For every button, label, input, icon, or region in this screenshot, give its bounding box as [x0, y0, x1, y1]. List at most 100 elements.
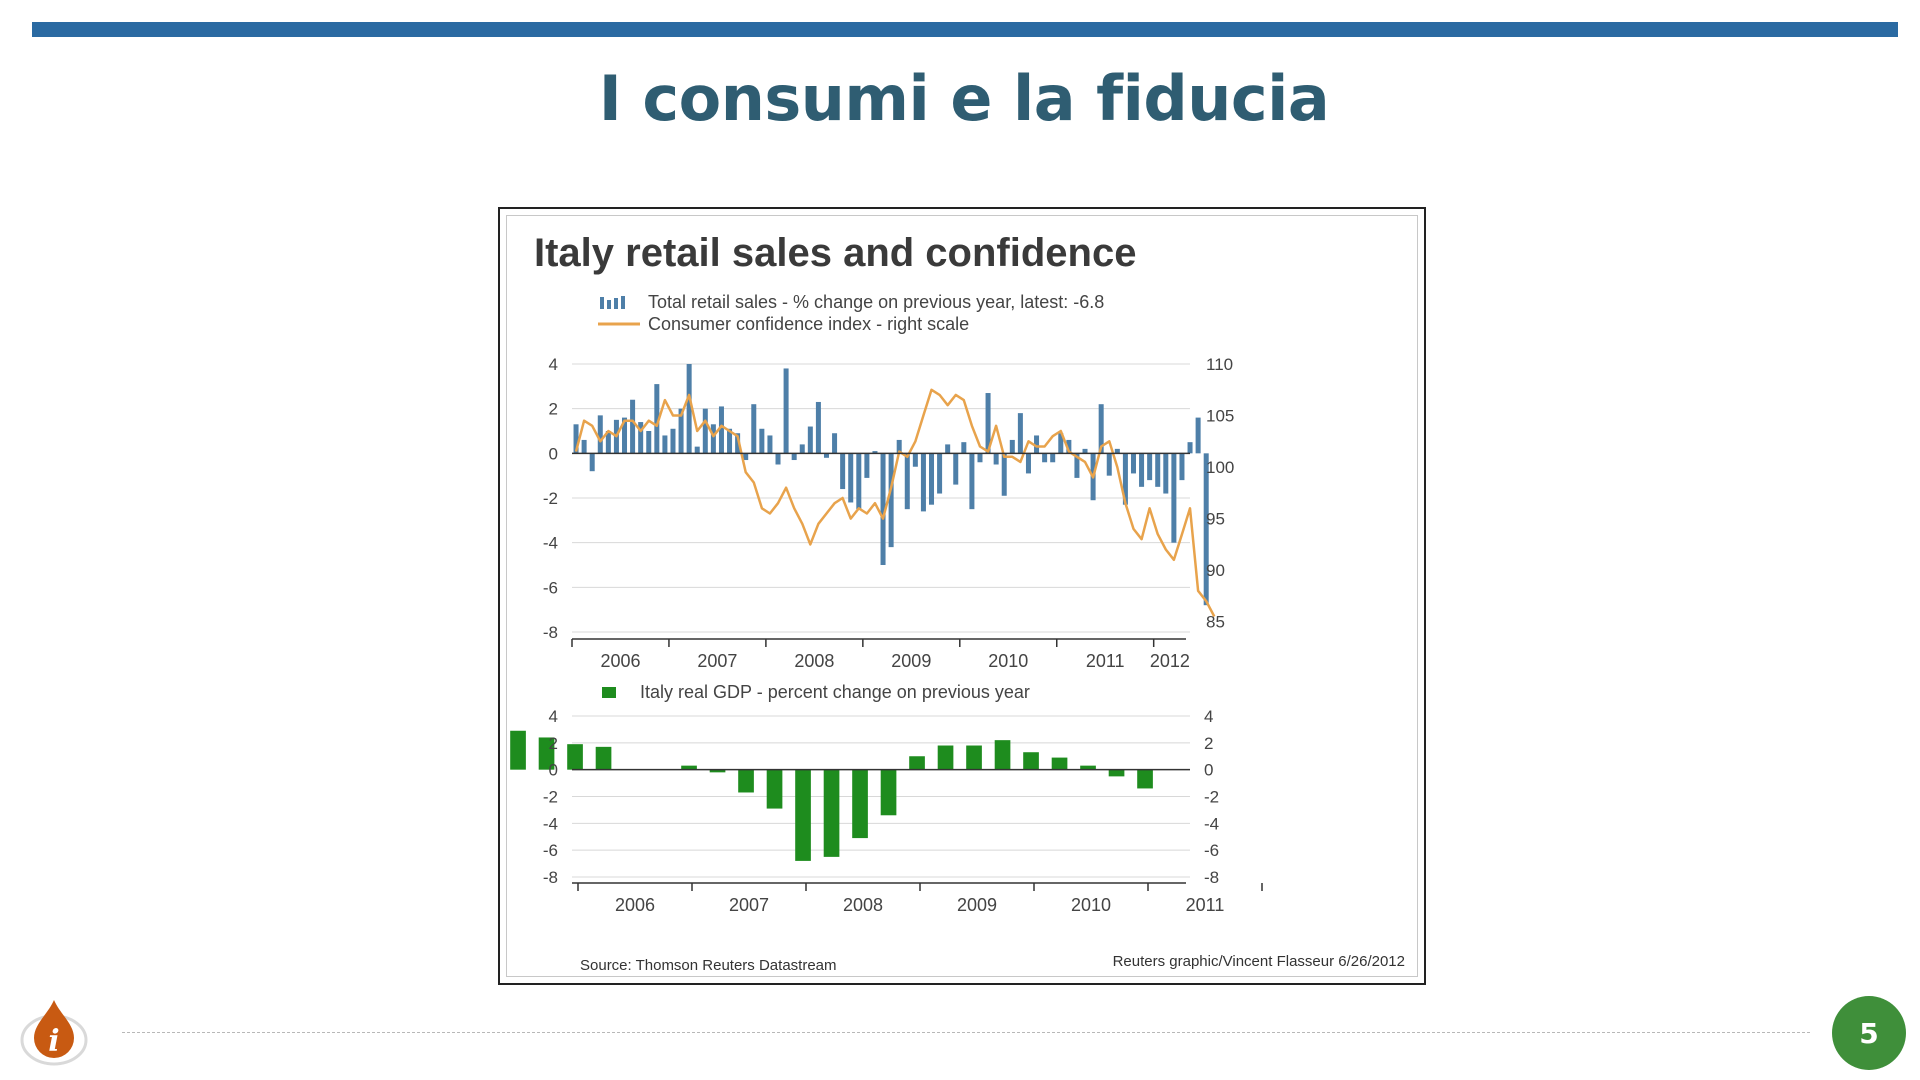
left-y-tick-label: 0: [549, 444, 558, 463]
retail-bar: [743, 453, 749, 461]
gdp-bars: [510, 730, 1153, 861]
top-accent-bar: [32, 22, 1898, 37]
gdp-right-y-tick-label: -4: [1204, 814, 1219, 833]
gdp-bar: [766, 769, 783, 809]
retail-bar: [937, 453, 943, 494]
gdp-bar: [880, 769, 897, 816]
gdp-x-year-label: 2007: [729, 895, 769, 915]
gdp-x-year-label: 2010: [1071, 895, 1111, 915]
retail-bar: [945, 444, 951, 454]
gdp-bar: [1108, 769, 1125, 777]
retail-bar: [1203, 453, 1209, 606]
retail-bar: [686, 364, 692, 454]
top-x-year-label: 2008: [794, 651, 834, 671]
legend-retail-swatch-4: [621, 296, 625, 309]
retail-bar: [1122, 453, 1128, 505]
chart-frame: [506, 215, 1418, 977]
credit-note: Reuters graphic/Vincent Flasseur 6/26/20…: [1113, 953, 1405, 970]
retail-bar: [581, 439, 587, 454]
retail-bar: [1058, 433, 1064, 454]
retail-bar: [622, 417, 628, 454]
retail-bar: [848, 453, 854, 503]
gdp-bar: [1137, 769, 1153, 789]
info-drop-icon[interactable]: i: [18, 996, 90, 1068]
gdp-bar: [1023, 752, 1039, 770]
gdp-bar: [852, 769, 868, 839]
gdp-bar: [823, 769, 840, 857]
retail-bar: [727, 428, 733, 454]
retail-bar: [1025, 453, 1031, 474]
top-x-year-label: 2012: [1150, 651, 1190, 671]
retail-bar: [638, 422, 644, 454]
gdp-bar: [1080, 765, 1096, 770]
right-y-tick-label: 90: [1206, 561, 1225, 580]
gdp-right-y-tick-label: 0: [1204, 761, 1213, 780]
retail-bar: [888, 453, 894, 548]
retail-bar: [864, 453, 870, 478]
gdp-bar: [681, 765, 697, 770]
retail-bar: [961, 442, 967, 454]
gdp-left-y-tick-label: -8: [543, 868, 558, 887]
retail-bar: [1195, 417, 1201, 454]
left-y-tick-label: -2: [543, 489, 558, 508]
legend-retail-label: Total retail sales - % change on previou…: [648, 292, 1104, 312]
legend-retail-swatch-3: [614, 298, 618, 309]
retail-bar: [791, 453, 797, 461]
chart-title: Italy retail sales and confidence: [534, 231, 1136, 275]
retail-bar: [654, 384, 660, 454]
retail-bar: [969, 453, 975, 510]
retail-bar: [840, 453, 846, 490]
retail-bar: [1155, 453, 1161, 487]
gdp-left-y-tick-label: 0: [549, 761, 558, 780]
retail-bar: [573, 424, 579, 454]
retail-bar: [718, 406, 724, 454]
retail-bar: [767, 435, 773, 454]
gdp-right-y-tick-label: -8: [1204, 868, 1219, 887]
retail-bar: [710, 424, 716, 454]
gdp-bar: [567, 744, 583, 770]
retail-bar: [597, 415, 603, 454]
gdp-x-year-label: 2011: [1186, 895, 1225, 915]
retail-bar: [1009, 439, 1015, 454]
retail-bar: [929, 453, 935, 505]
top-gridlines: [572, 363, 1190, 633]
legend-confidence-label: Consumer confidence index - right scale: [648, 314, 969, 334]
retail-bar: [1001, 453, 1007, 496]
gdp-right-y-tick-label: -6: [1204, 841, 1219, 860]
retail-bar: [605, 431, 611, 454]
confidence-line: [574, 388, 1216, 618]
retail-bar: [662, 435, 668, 454]
gdp-bar: [738, 769, 754, 793]
gdp-right-y-tick-label: -2: [1204, 788, 1219, 807]
retail-bar: [1130, 453, 1136, 474]
left-y-tick-label: 4: [549, 355, 558, 374]
retail-bar: [775, 453, 781, 465]
top-x-year-label: 2010: [988, 651, 1028, 671]
gdp-right-y-tick-label: 4: [1204, 707, 1213, 726]
legend-gdp-swatch: [602, 687, 616, 698]
retail-bar: [953, 453, 959, 485]
retail-bar: [1163, 453, 1169, 494]
gdp-gridlines: [572, 715, 1190, 878]
right-y-tick-label: 105: [1206, 407, 1234, 426]
retail-bar: [823, 453, 829, 458]
source-note: Source: Thomson Reuters Datastream: [580, 957, 837, 974]
top-x-year-label: 2007: [697, 651, 737, 671]
retail-bar: [1042, 453, 1048, 463]
legend-confidence: Consumer confidence index - right scale: [598, 314, 969, 334]
retail-bar: [880, 453, 886, 565]
gdp-bar: [795, 769, 811, 861]
retail-bar: [1034, 435, 1040, 454]
retail-bar: [1139, 453, 1145, 487]
retail-bar: [993, 453, 999, 465]
right-y-tick-label: 100: [1206, 458, 1234, 477]
left-y-tick-label: -8: [543, 623, 558, 642]
gdp-bar: [966, 745, 982, 770]
retail-bar: [1179, 453, 1185, 481]
retail-bar: [912, 453, 918, 467]
left-y-tick-label: 2: [549, 400, 558, 419]
left-y-tick-label: -4: [543, 534, 558, 553]
legend-retail-swatch-2: [607, 300, 611, 309]
gdp-left-y-tick-label: -6: [543, 841, 558, 860]
right-y-tick-label: 85: [1206, 613, 1225, 632]
